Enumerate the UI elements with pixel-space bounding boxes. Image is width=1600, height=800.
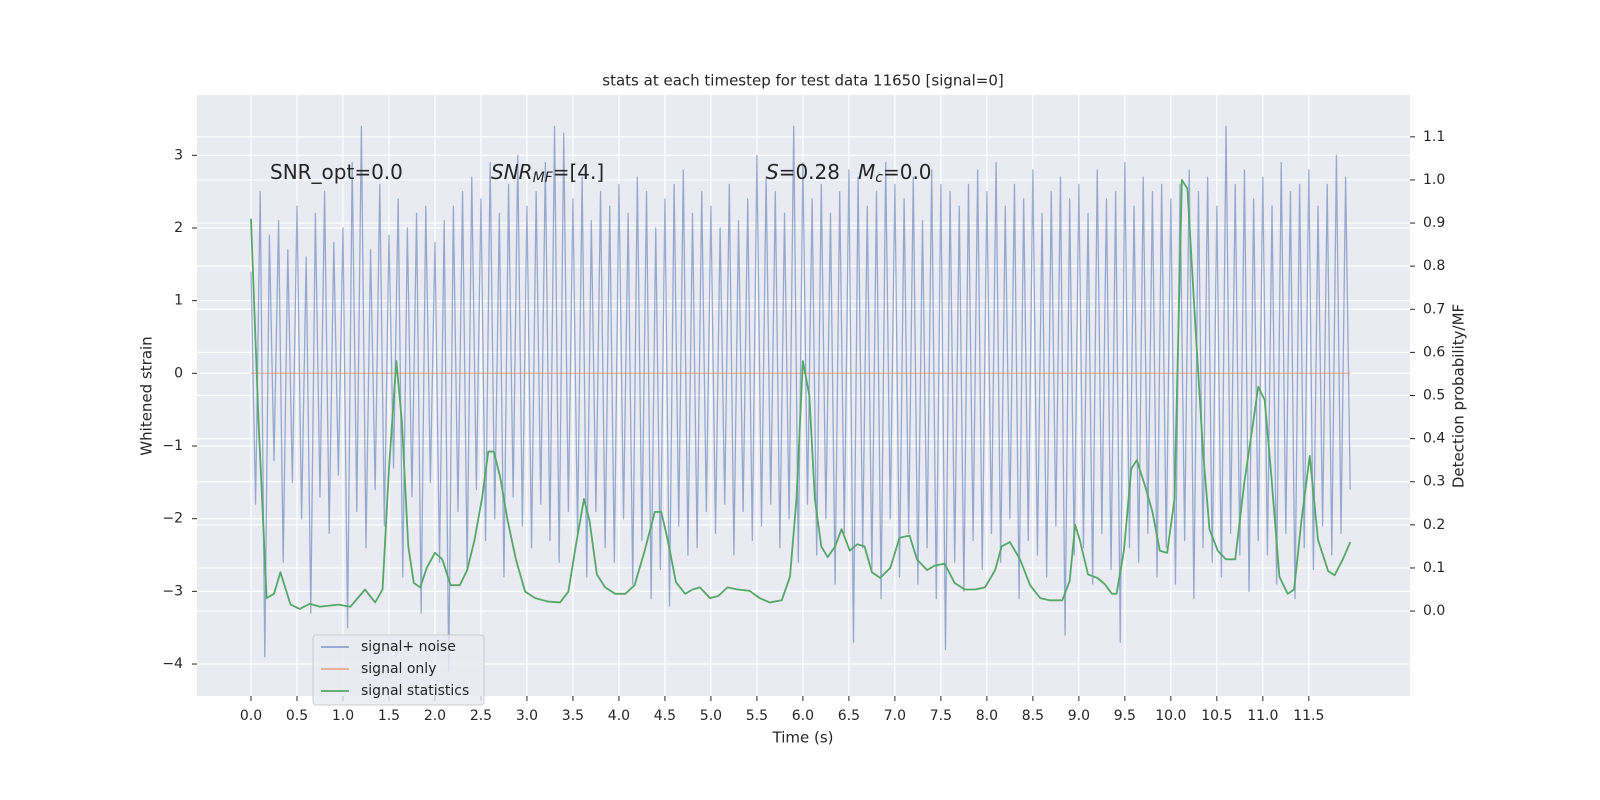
annotation: SNR_opt=0.0 xyxy=(270,160,403,184)
y2-tick-label: 0.9 xyxy=(1423,215,1445,231)
annotation: SNRMF=[4.] xyxy=(491,160,604,187)
y2-tick-label: 1.1 xyxy=(1423,129,1445,145)
x-tick-label: 8.5 xyxy=(1022,708,1044,724)
x-tick-label: 7.5 xyxy=(930,708,952,724)
x-tick-label: 11.5 xyxy=(1293,708,1324,724)
x-tick-label: 6.0 xyxy=(792,708,814,724)
annotation: Mc=0.0 xyxy=(858,160,932,187)
x-tick-label: 1.0 xyxy=(332,708,354,724)
y2-tick-label: 0.2 xyxy=(1423,517,1445,533)
x-tick-label: 3.0 xyxy=(516,708,538,724)
y-tick-label: −2 xyxy=(162,511,183,527)
y2-tick-label: 0.6 xyxy=(1423,344,1445,360)
y2-tick-label: 0.8 xyxy=(1423,258,1445,274)
annotation-rest: =0.0 xyxy=(883,160,932,184)
annotation-base: SNR_opt=0.0 xyxy=(270,160,403,184)
annotation-sub: MF xyxy=(533,170,554,186)
y2-axis-label: Detection probability/MF xyxy=(1450,304,1468,488)
legend-label: signal statistics xyxy=(361,683,469,699)
x-tick-label: 6.5 xyxy=(838,708,860,724)
annotation-sub: c xyxy=(875,170,883,186)
x-tick-label: 7.0 xyxy=(884,708,906,724)
annotation-base: SNR xyxy=(491,160,533,184)
y2-tick-label: 0.3 xyxy=(1423,474,1445,490)
labels: 0.0 0.5 1.0 1.5 2.0 2.5 3.0 3.5 4.0 4.5 5.0 5.5 6.0 6… xyxy=(162,129,1445,724)
y2-tick-label: 0.5 xyxy=(1423,388,1445,404)
y-tick-label: 1 xyxy=(174,293,183,309)
series-line xyxy=(250,125,1351,672)
y-tick-label: −4 xyxy=(162,656,183,672)
y2-tick-label: 0.1 xyxy=(1423,560,1445,576)
x-tick-label: 9.0 xyxy=(1068,708,1090,724)
chart-title: stats at each timestep for test data 116… xyxy=(602,72,1003,90)
x-tick-label: 0.0 xyxy=(240,708,262,724)
annotation-rest: =0.28 xyxy=(779,160,840,184)
series-line xyxy=(250,179,1352,610)
x-tick-label: 5.0 xyxy=(700,708,722,724)
legend-label: signal only xyxy=(361,661,436,677)
x-tick-label: 2.5 xyxy=(470,708,492,724)
x-tick-label: 1.5 xyxy=(378,708,400,724)
x-tick-label: 9.5 xyxy=(1114,708,1136,724)
legend-label: signal+ noise xyxy=(361,639,456,655)
marks xyxy=(250,125,1352,672)
y-tick-label: −1 xyxy=(162,438,183,454)
annotation-base: M xyxy=(858,160,875,184)
x-tick-label: 4.0 xyxy=(608,708,630,724)
x-tick-label: 8.0 xyxy=(976,708,998,724)
annotation: S=0.28 xyxy=(766,160,840,184)
x-tick-label: 5.5 xyxy=(746,708,768,724)
x-tick-label: 2.0 xyxy=(424,708,446,724)
y2-tick-label: 0.0 xyxy=(1423,603,1445,619)
y-tick-label: 2 xyxy=(174,220,183,236)
x-tick-label: 3.5 xyxy=(562,708,584,724)
y2-tick-label: 0.4 xyxy=(1423,431,1445,447)
x-tick-label: 11.0 xyxy=(1247,708,1278,724)
legend: signal+ noise signal only signal statistic… xyxy=(312,634,485,706)
x-tick-label: 0.5 xyxy=(286,708,308,724)
y-tick-label: 3 xyxy=(174,147,183,163)
x-tick-label: 10.0 xyxy=(1155,708,1186,724)
y-tick-label: 0 xyxy=(174,365,183,381)
x-axis-label: Time (s) xyxy=(772,729,834,747)
annotation-base: S xyxy=(766,160,779,184)
y2-tick-label: 0.7 xyxy=(1423,301,1445,317)
x-tick-label: 10.5 xyxy=(1201,708,1232,724)
legend-box xyxy=(312,634,485,706)
y2-tick-label: 1.0 xyxy=(1423,172,1445,188)
x-tick-label: 4.5 xyxy=(654,708,676,724)
annotation-rest: =[4.] xyxy=(553,160,604,184)
y-axis-label: Whitened strain xyxy=(138,336,156,455)
y-tick-label: −3 xyxy=(162,583,183,599)
